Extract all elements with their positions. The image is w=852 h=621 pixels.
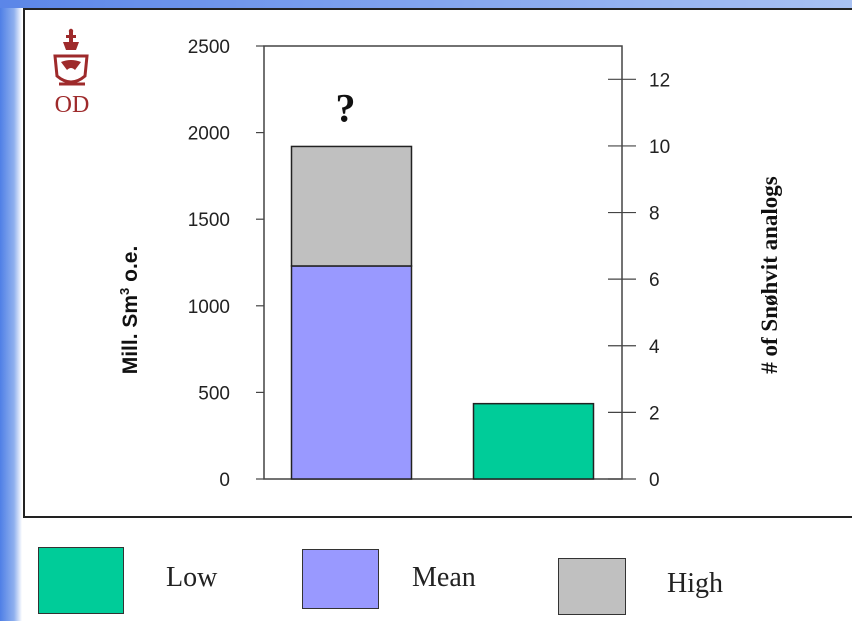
- legend-swatch-mean: [302, 549, 379, 609]
- y2-tick-label: 0: [649, 470, 660, 491]
- right-axis: 0 2 4 6 8 10 12: [608, 70, 670, 491]
- bar-annotation: ?: [336, 85, 356, 130]
- y2-axis-title: # of Snøhvit analogs: [757, 176, 782, 374]
- bar-segment-high: [290, 145, 413, 267]
- od-logo: OD: [53, 28, 90, 118]
- y-axis-title: Mill. Sm3 o.e.: [117, 246, 142, 375]
- y-axis-title-sup: 3: [117, 288, 132, 295]
- legend-swatch-low: [38, 547, 124, 614]
- bar-segment-low: [472, 402, 595, 480]
- y2-tick-label: 6: [649, 270, 660, 291]
- y-tick-label: 2500: [188, 37, 230, 58]
- y-tick-label: 500: [198, 383, 230, 404]
- y2-tick-label: 4: [649, 337, 660, 358]
- y-tick-label: 2000: [188, 124, 230, 145]
- y2-tick-label: 12: [649, 70, 670, 91]
- y-axis-title-rest: o.e.: [119, 246, 142, 288]
- legend-swatch-high: [558, 558, 626, 615]
- legend-label-low: Low: [166, 562, 218, 593]
- chart-panel: OD Mill. Sm3 o.e. # of Snøhvit analogs 0…: [23, 8, 852, 518]
- y-tick-label: 1500: [188, 210, 230, 231]
- bar-segment-mean: [290, 265, 413, 480]
- y2-tick-label: 10: [649, 137, 670, 158]
- left-axis: 0 500 1000 1500 2000 2500: [188, 37, 264, 491]
- y2-tick-label: 8: [649, 204, 660, 225]
- y-axis-title-base: Mill. Sm: [119, 295, 142, 374]
- plot-frame: [263, 45, 623, 480]
- logo-text: OD: [55, 92, 90, 118]
- legend-label-mean: Mean: [412, 562, 476, 593]
- y2-tick-label: 2: [649, 403, 660, 424]
- y-tick-label: 0: [219, 470, 230, 491]
- top-band: [0, 0, 852, 8]
- chart-svg: OD Mill. Sm3 o.e. # of Snøhvit analogs 0…: [53, 28, 782, 491]
- y-tick-label: 1000: [188, 297, 230, 318]
- legend-label-high: High: [667, 568, 723, 599]
- bars: ?: [290, 85, 595, 480]
